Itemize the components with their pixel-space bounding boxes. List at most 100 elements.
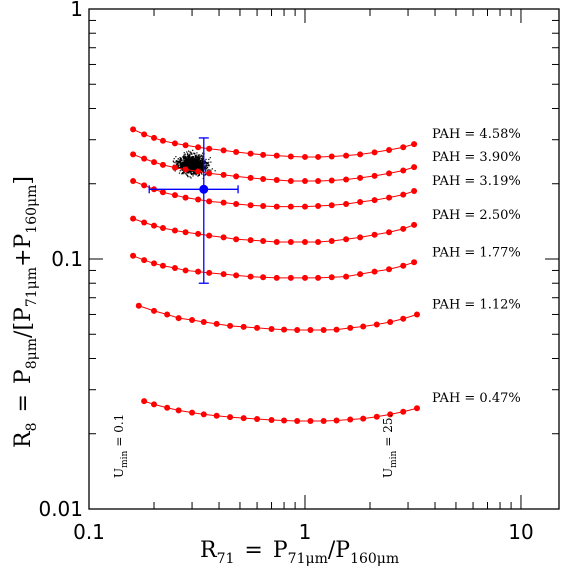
series-point [287, 274, 294, 281]
scatter-point [190, 151, 192, 153]
scatter-point [194, 172, 196, 174]
scatter-point [204, 165, 206, 167]
series-point [371, 231, 378, 238]
series-point [287, 238, 294, 245]
series-point [307, 417, 314, 424]
series-point [373, 321, 380, 328]
series-point [400, 408, 407, 415]
scatter-point [199, 161, 201, 163]
scatter-point [179, 164, 181, 167]
scatter-point [202, 166, 204, 168]
scatter-point [196, 156, 198, 158]
series-point [315, 202, 322, 209]
series-point [151, 134, 158, 141]
scatter-point [187, 175, 189, 177]
scatter-point [186, 160, 188, 162]
series-point [273, 203, 280, 210]
scatter-point [183, 159, 185, 161]
scatter-point [181, 161, 184, 163]
series-point [301, 274, 308, 281]
scatter-point [180, 166, 182, 168]
scatter-point [206, 163, 209, 165]
umin-low-sub: min [120, 450, 130, 467]
scatter-point [177, 166, 180, 168]
scatter-point [184, 153, 186, 155]
scatter-point [197, 160, 199, 162]
scatter-point [186, 172, 188, 174]
y-tick-label: 0.01 [38, 497, 83, 521]
series-point [268, 416, 275, 423]
pah-label: PAH = 1.12% [432, 297, 521, 312]
series-point [301, 238, 308, 245]
series-point [151, 222, 158, 229]
series-point [195, 268, 202, 275]
scatter-point [189, 157, 191, 159]
series-point [328, 274, 335, 281]
scatter-point [185, 158, 187, 161]
scatter-point [199, 168, 201, 170]
scatter-point [197, 174, 200, 176]
scatter-point [187, 166, 189, 168]
scatter-point [187, 152, 189, 154]
xlabel-num-main: P [273, 538, 288, 563]
scatter-point [194, 154, 196, 156]
scatter-point [198, 166, 200, 168]
series-point [233, 148, 240, 155]
scatter-point [205, 165, 207, 167]
scatter-point [177, 160, 180, 162]
series-point [247, 202, 254, 209]
series-point [141, 131, 148, 138]
series-point [151, 260, 158, 267]
scatter-point [189, 163, 192, 166]
series-point [328, 177, 335, 184]
scatter-point [181, 159, 183, 162]
series-point [386, 229, 393, 236]
scatter-point [201, 169, 203, 171]
series-point [357, 174, 364, 181]
scatter-point [195, 174, 197, 176]
scatter-point [188, 165, 190, 167]
scatter-point [208, 158, 210, 161]
series-point [182, 229, 189, 236]
scatter-point [201, 173, 203, 175]
scatter-point [184, 155, 187, 157]
scatter-point [199, 160, 202, 162]
series-point [411, 188, 418, 195]
series-point [220, 199, 227, 206]
scatter-point [199, 164, 201, 166]
scatter-point [194, 161, 196, 164]
scatter-point [188, 161, 190, 163]
series-point [233, 236, 240, 243]
series-point [182, 194, 189, 201]
scatter-point [183, 157, 185, 159]
series-point [328, 238, 335, 245]
series-point [130, 215, 137, 222]
series-point [333, 326, 340, 333]
series-point [371, 172, 378, 179]
scatter-point [200, 164, 202, 167]
ylabel-den-sub2: 160μm [24, 185, 40, 234]
scatter-point [193, 166, 195, 169]
scatter-point [210, 169, 212, 171]
scatter-point [200, 163, 202, 166]
pah-curves [130, 126, 420, 424]
scatter-point [177, 164, 179, 166]
scatter-point [196, 163, 199, 165]
series-point [141, 219, 148, 226]
series-point [320, 417, 327, 424]
series-point [130, 252, 137, 259]
scatter-point [191, 158, 193, 160]
scatter-point [200, 163, 202, 165]
scatter-point [196, 167, 198, 169]
scatter-point [183, 154, 185, 156]
scatter-point [188, 155, 190, 157]
series-point [195, 144, 202, 151]
series-point [386, 146, 393, 153]
scatter-point [189, 171, 192, 173]
scatter-point [182, 165, 184, 168]
series-point [233, 173, 240, 180]
scatter-point [190, 157, 192, 159]
series-point [387, 411, 394, 418]
series-point [411, 259, 418, 266]
